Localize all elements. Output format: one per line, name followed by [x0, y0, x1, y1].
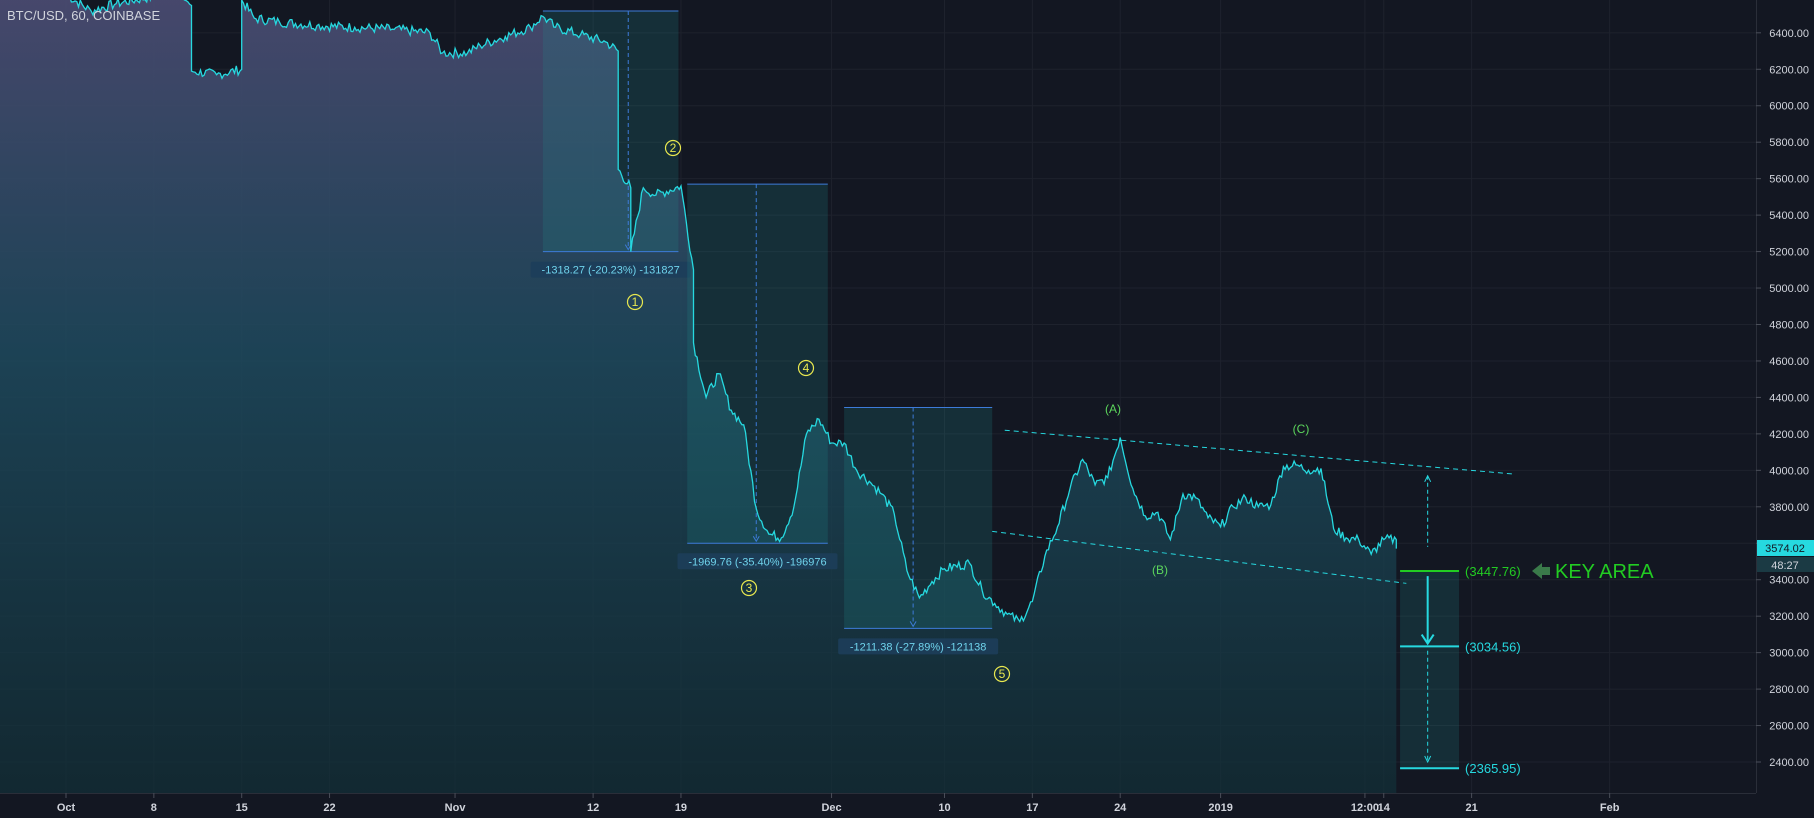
target-level-label: (2365.95)	[1465, 761, 1521, 776]
price-line	[70, 0, 1397, 624]
measure-box	[687, 184, 828, 544]
projection-arrow-down-head	[1424, 755, 1432, 764]
time-tick-label: 22	[323, 802, 335, 814]
drawing-overlays: (3447.76) (3034.56) (2365.95)	[992, 429, 1521, 776]
measure-box	[542, 10, 679, 252]
time-tick-label: Dec	[821, 802, 841, 814]
price-tick-label: 5200.00	[1769, 247, 1809, 259]
price-tick-label: 3200.00	[1769, 611, 1809, 623]
price-tick-label: 6400.00	[1769, 28, 1809, 40]
time-tick-label: 15	[236, 802, 248, 814]
projection-arrow-up-head	[1424, 474, 1432, 483]
chart-annotations: 1 2 3 4 5 (A) (B) (C) KEY AREA	[626, 139, 1654, 683]
corrective-wave-label: (C)	[1293, 422, 1310, 436]
price-tick-label: 3000.00	[1769, 648, 1809, 660]
measure-label: -1969.76 (-35.40%) -196976	[688, 556, 826, 568]
price-tick-label: 2400.00	[1769, 757, 1809, 769]
price-tick-label: 5000.00	[1769, 283, 1809, 295]
price-axis[interactable]: 6400.00 6200.00 6000.00 5800.00 5600.00 5400.…	[1756, 0, 1814, 818]
time-tick-label: 12	[587, 802, 599, 814]
time-axis-panel	[0, 793, 1756, 818]
measure-label-bg	[838, 638, 999, 655]
price-tick-label: 4000.00	[1769, 465, 1809, 477]
time-tick-label: 12:00	[1351, 802, 1379, 814]
price-area-fill	[0, 0, 1397, 793]
time-tick-label: 14	[1378, 802, 1391, 814]
channel-lower-line	[992, 530, 1407, 584]
wave-count-label: 4	[803, 361, 810, 375]
price-tick-label: 3800.00	[1769, 502, 1809, 514]
price-tick-label: 2800.00	[1769, 684, 1809, 696]
measure-label: -1211.38 (-27.89%) -121138	[850, 641, 987, 653]
measure-label: -1318.27 (-20.23%) -131827	[542, 265, 680, 277]
wave-count-label: 3	[746, 581, 753, 595]
time-tick-label: 8	[151, 802, 157, 814]
key-area-arrow-icon	[1532, 563, 1550, 580]
time-tick-label: Feb	[1600, 802, 1620, 814]
measurement-boxes: -1318.27 (-20.23%) -131827 -1969.76 (-35.…	[530, 10, 999, 655]
measure-label-bg	[677, 553, 838, 570]
measure-arrow-head	[752, 535, 760, 543]
key-area-label: KEY AREA	[1555, 561, 1654, 583]
price-axis-panel	[1756, 0, 1814, 818]
price-tick-label: 5400.00	[1769, 210, 1809, 222]
target-level-label: (3447.76)	[1465, 564, 1521, 579]
measure-label-bg	[530, 261, 691, 278]
countdown-tag-bg	[1757, 556, 1814, 572]
time-tick-label: 21	[1465, 802, 1477, 814]
measure-arrow-head	[909, 621, 917, 628]
price-tick-label: 4600.00	[1769, 356, 1809, 368]
price-tick-label: 5800.00	[1769, 137, 1809, 149]
price-tick-label: 3400.00	[1769, 575, 1809, 587]
price-tick-label: 4400.00	[1769, 392, 1809, 404]
countdown-tag: 48:27	[1771, 560, 1799, 572]
price-tick-label: 4200.00	[1769, 429, 1809, 441]
price-tick-label: 5600.00	[1769, 174, 1809, 186]
time-tick-label: Oct	[57, 802, 76, 814]
wave-count-circle	[740, 579, 758, 597]
wave-count-circle	[797, 359, 815, 377]
corrective-wave-label: (B)	[1152, 563, 1168, 577]
price-tick-label: 2600.00	[1769, 721, 1809, 733]
last-price-tag: 3574.02	[1765, 543, 1805, 555]
time-tick-label: 24	[1114, 802, 1127, 814]
time-tick-label: 10	[938, 802, 950, 814]
corrective-wave-label: (A)	[1105, 402, 1121, 416]
target-level-label: (3034.56)	[1465, 639, 1521, 654]
wave-count-circle	[626, 293, 644, 311]
price-tick-label: 6200.00	[1769, 64, 1809, 76]
time-tick-label: 19	[675, 802, 687, 814]
symbol-title: BTC/USD, 60, COINBASE	[7, 8, 160, 23]
time-tick-label: 17	[1026, 802, 1038, 814]
wave-count-label: 2	[670, 141, 677, 155]
wave-count-label: 1	[632, 295, 639, 309]
wave-count-label: 5	[999, 667, 1006, 681]
price-tick-label: 4800.00	[1769, 319, 1809, 331]
time-tick-label: Nov	[445, 802, 467, 814]
last-price-tag-bg	[1757, 539, 1814, 556]
wave-count-circle	[993, 665, 1011, 683]
time-tick-label: 2019	[1208, 802, 1232, 814]
wave-count-circle	[664, 139, 682, 157]
projection-box	[1400, 571, 1460, 769]
projection-arrow-solid-head	[1420, 633, 1435, 646]
price-tick-label: 6000.00	[1769, 101, 1809, 113]
channel-upper-line	[1004, 429, 1514, 475]
measure-box	[844, 407, 993, 629]
